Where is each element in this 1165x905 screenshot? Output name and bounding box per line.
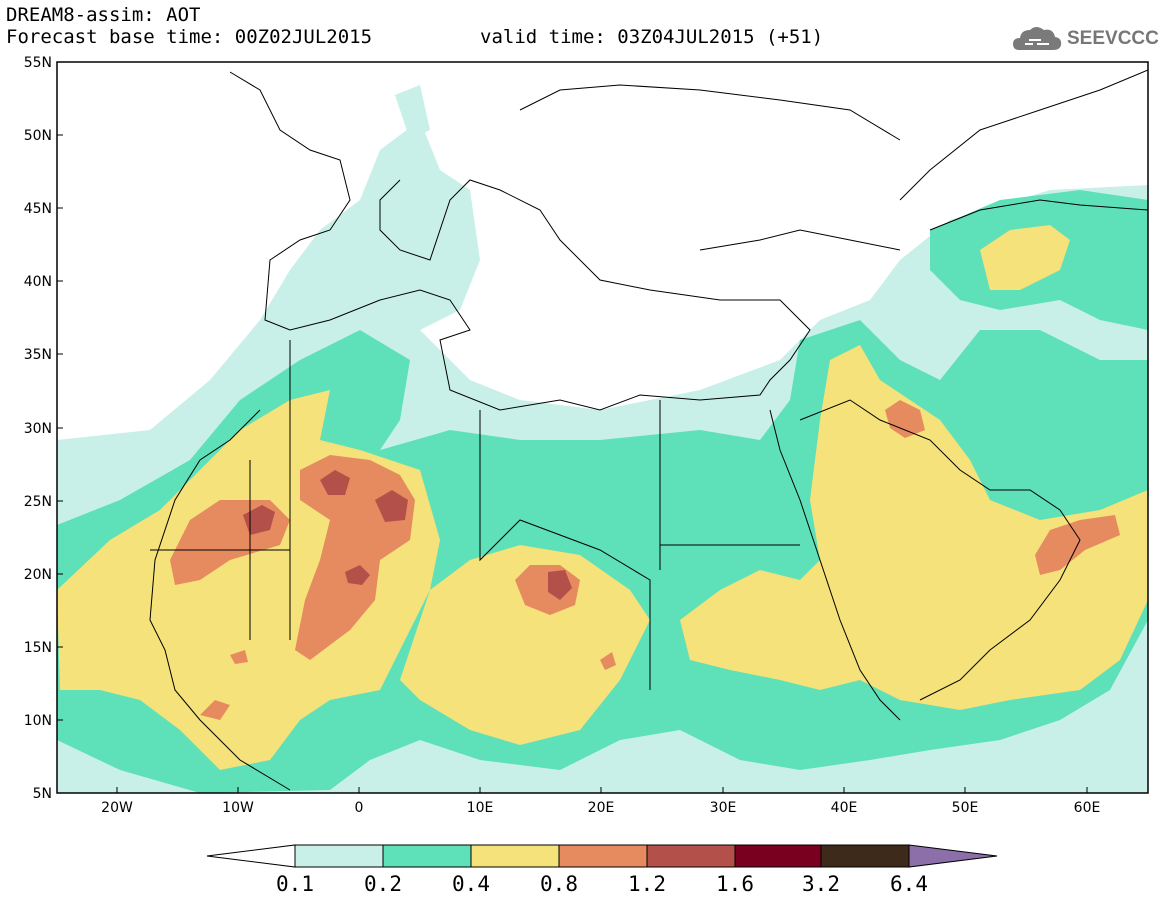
colorbar xyxy=(206,844,998,868)
lon-axis xyxy=(116,787,1088,793)
chart-title: DREAM8-assim: AOT xyxy=(6,4,201,26)
lat-label-45n: 45N xyxy=(24,201,52,217)
forecast-base-time: Forecast base time: 00Z02JUL2015 xyxy=(6,26,373,48)
colorbar-label-1-6: 1.6 xyxy=(716,872,754,896)
colorbar-high-triangle xyxy=(908,844,998,868)
logo-text: SEEVCCC xyxy=(1067,28,1159,49)
lon-label-0: 0 xyxy=(355,800,364,816)
seevccc-logo: SEEVCCC xyxy=(1011,22,1159,58)
lon-label-60e: 60E xyxy=(1074,800,1101,816)
colorbar-label-1-2: 1.2 xyxy=(628,872,666,896)
lon-label-50e: 50E xyxy=(952,800,979,816)
colorbar-label-6-4: 6.4 xyxy=(890,872,928,896)
lat-label-25n: 25N xyxy=(24,494,52,510)
lat-label-10n: 10N xyxy=(24,713,52,729)
colorbar-box-1-6 xyxy=(734,844,822,868)
colorbar-box-1-2 xyxy=(646,844,736,868)
lat-label-15n: 15N xyxy=(24,640,52,656)
lon-label-10w: 10W xyxy=(222,800,254,816)
colorbar-label-0-2: 0.2 xyxy=(364,872,402,896)
lat-label-55n: 55N xyxy=(24,55,52,71)
cloud-logo-icon xyxy=(1013,27,1062,50)
aot-level-1-2 xyxy=(243,470,572,600)
colorbar-box-3-2 xyxy=(820,844,910,868)
aot-field xyxy=(57,62,1148,793)
colorbar-low-triangle xyxy=(206,844,296,868)
lon-label-40e: 40E xyxy=(831,800,858,816)
lat-axis xyxy=(57,61,63,794)
colorbar-box-0-1 xyxy=(294,844,384,868)
colorbar-box-0-8 xyxy=(558,844,648,868)
lat-label-35n: 35N xyxy=(24,347,52,363)
valid-time: valid time: 03Z04JUL2015 (+51) xyxy=(480,26,824,48)
colorbar-label-0-1: 0.1 xyxy=(276,872,314,896)
colorbar-box-0-2 xyxy=(382,844,472,868)
lon-label-30e: 30E xyxy=(710,800,737,816)
lon-label-20e: 20E xyxy=(588,800,615,816)
colorbar-label-0-4: 0.4 xyxy=(452,872,490,896)
lon-label-20w: 20W xyxy=(101,800,133,816)
lat-label-40n: 40N xyxy=(24,274,52,290)
lat-label-30n: 30N xyxy=(24,421,52,437)
lat-label-50n: 50N xyxy=(24,128,52,144)
lat-label-5n: 5N xyxy=(33,786,52,802)
lon-label-10e: 10E xyxy=(467,800,494,816)
colorbar-box-0-4 xyxy=(470,844,560,868)
coastlines xyxy=(149,69,1148,791)
lat-label-20n: 20N xyxy=(24,567,52,583)
colorbar-label-0-8: 0.8 xyxy=(540,872,578,896)
colorbar-label-3-2: 3.2 xyxy=(802,872,840,896)
